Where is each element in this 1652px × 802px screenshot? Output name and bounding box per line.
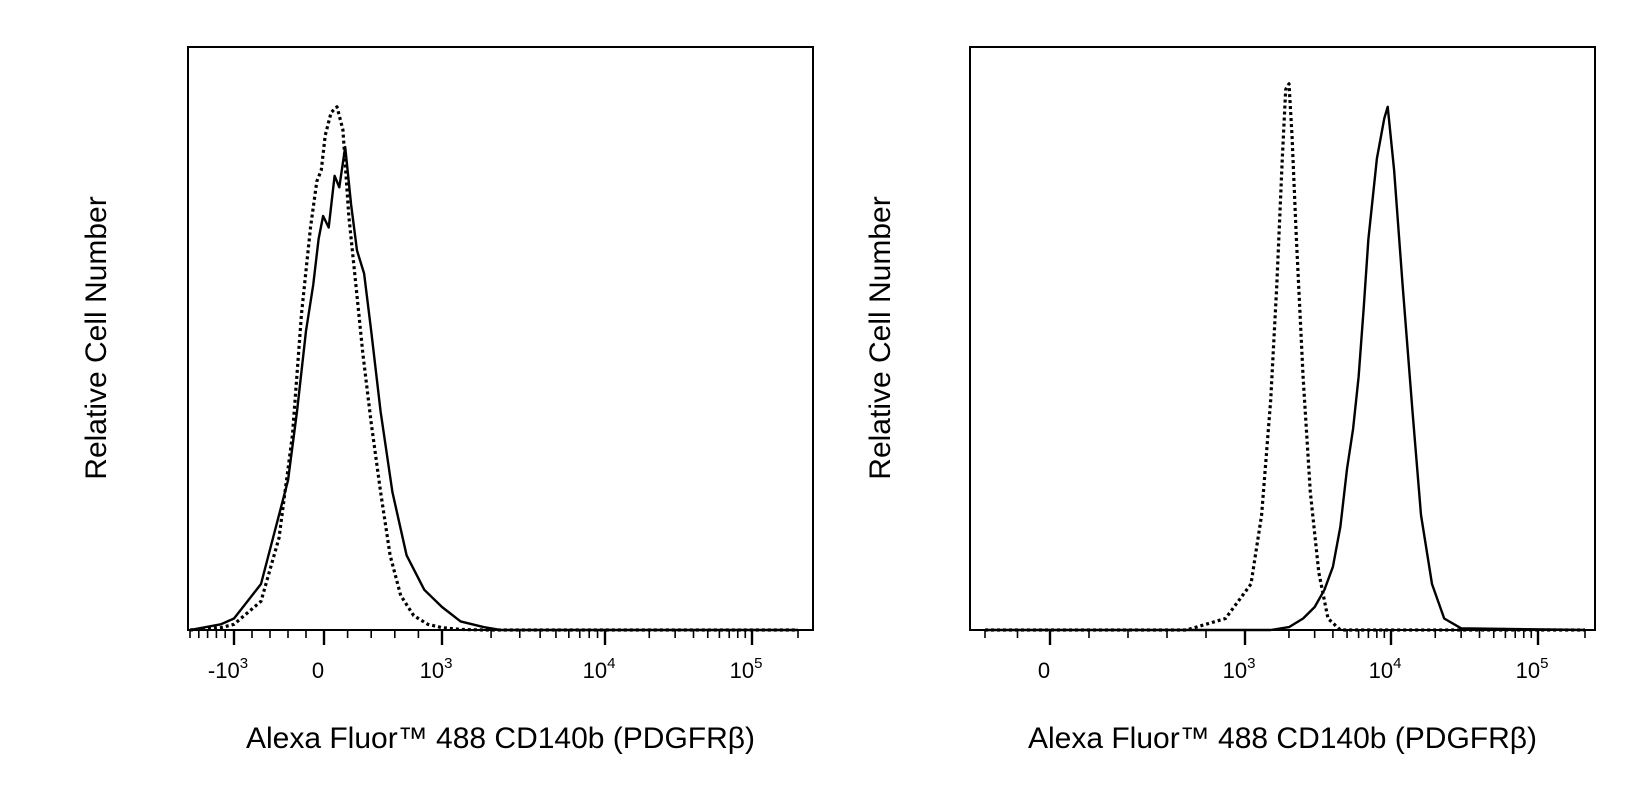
series-line-dashed [189, 105, 798, 632]
x-tick-label: 103 [420, 655, 453, 683]
plot-frame [969, 46, 1596, 631]
chart-panel-2: 0 103 104 105 Alexa Fluor™ 488 CD140b (PDGFR… [864, 46, 1596, 755]
x-axis-title: Alexa Fluor™ 488 CD140b (PDGFRβ) [1028, 722, 1537, 755]
x-tick-label: 104 [583, 655, 616, 683]
x-tick-label: 0 [312, 658, 324, 683]
chart-panel-1: -103 0 103 104 105 Alexa Fluor™ 488 CD140b (P… [80, 46, 814, 755]
x-tick-label: 105 [730, 655, 763, 683]
y-axis-title: Relative Cell Number [864, 196, 897, 479]
plot-frame [187, 46, 814, 631]
series-line-dashed [985, 82, 1585, 632]
x-tick-label: 103 [1223, 655, 1256, 683]
series-line-solid [189, 145, 798, 632]
y-axis-title: Relative Cell Number [80, 196, 113, 479]
x-axis-title: Alexa Fluor™ 488 CD140b (PDGFRβ) [246, 722, 755, 755]
x-tick-label: 104 [1369, 655, 1402, 683]
x-tick-label: 105 [1516, 655, 1549, 683]
x-tick-label: 0 [1038, 658, 1050, 683]
series-line-solid [985, 105, 1586, 632]
x-tick-label: -103 [208, 655, 248, 683]
